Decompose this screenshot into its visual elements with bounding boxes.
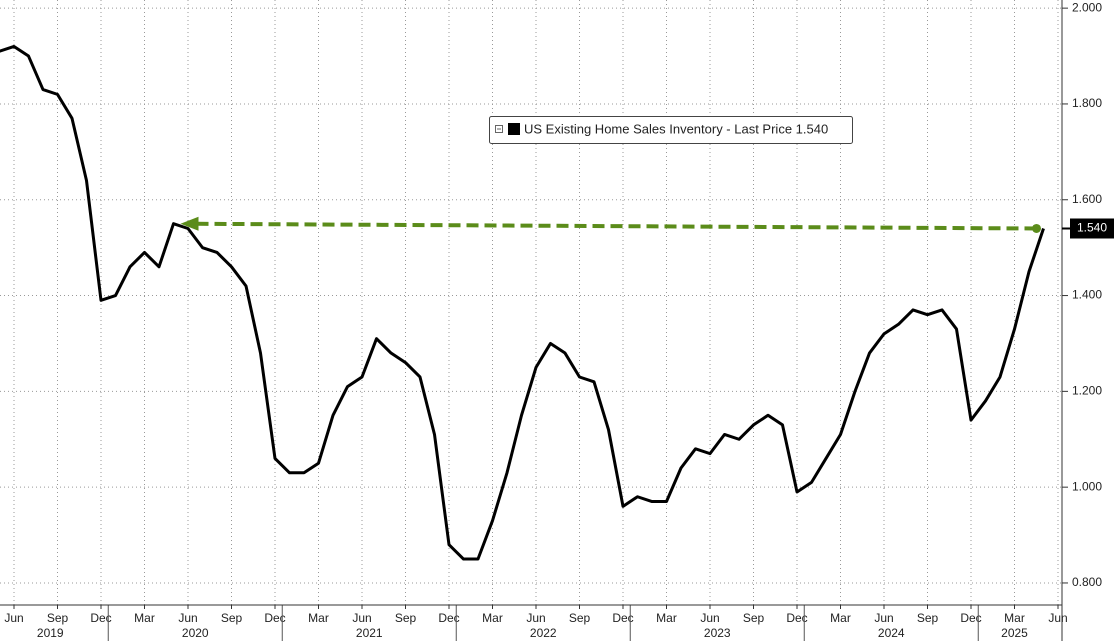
year-label: 2023	[704, 626, 731, 640]
x-tick-label: Jun	[874, 611, 893, 625]
y-tick-label: 1.600	[1072, 192, 1102, 206]
year-label: 2021	[356, 626, 383, 640]
last-value-box	[1070, 218, 1114, 239]
x-tick-label: Mar	[1004, 611, 1025, 625]
annotation-arrowhead	[180, 216, 199, 231]
x-tick-label: Mar	[482, 611, 503, 625]
y-tick-label: 0.800	[1072, 575, 1102, 589]
legend-entry: US Existing Home Sales Inventory - Last …	[524, 121, 828, 136]
annotation-dot	[1032, 223, 1041, 233]
x-tick-label: Mar	[830, 611, 851, 625]
legend: US Existing Home Sales Inventory - Last …	[489, 116, 853, 144]
x-tick-label: Jun	[178, 611, 197, 625]
line-series	[0, 44, 1045, 561]
x-tick-label: Jun	[526, 611, 545, 625]
x-tick-label: Sep	[743, 611, 765, 625]
y-tick-label: 1.400	[1072, 288, 1102, 302]
x-tick-label: Mar	[656, 611, 677, 625]
legend-box	[489, 116, 853, 144]
y-tick-label: 1.200	[1072, 384, 1102, 398]
y-tick-label: 2.000	[1072, 0, 1102, 14]
x-tick-label: Sep	[395, 611, 417, 625]
year-label: 2025	[1001, 626, 1028, 640]
annotation-arrow	[194, 221, 1037, 231]
last-value-label: 1.540	[1077, 221, 1107, 235]
x-tick-label: Dec	[960, 611, 981, 625]
x-tick-label: Dec	[90, 611, 111, 625]
x-tick-label: Sep	[47, 611, 69, 625]
year-label: 2024	[878, 626, 905, 640]
legend-swatch	[508, 123, 520, 135]
x-tick-label: Mar	[134, 611, 155, 625]
y-tick-label: 1.800	[1072, 96, 1102, 110]
x-tick-label: Jun	[700, 611, 719, 625]
x-tick-label: Sep	[569, 611, 591, 625]
year-label: 2019	[37, 626, 64, 640]
year-label: 2022	[530, 626, 557, 640]
y-tick-label: 1.000	[1072, 479, 1102, 493]
year-label: 2020	[182, 626, 209, 640]
x-tick-label: Dec	[438, 611, 459, 625]
x-tick-label: Jun	[1048, 611, 1067, 625]
x-tick-label: Sep	[917, 611, 939, 625]
x-tick-label: Jun	[352, 611, 371, 625]
x-tick-label: Sep	[221, 611, 243, 625]
x-tick-label: Mar	[308, 611, 329, 625]
x-tick-label: Dec	[612, 611, 633, 625]
x-tick-label: Jun	[4, 611, 23, 625]
x-tick-label: Dec	[786, 611, 807, 625]
x-tick-label: Dec	[264, 611, 285, 625]
